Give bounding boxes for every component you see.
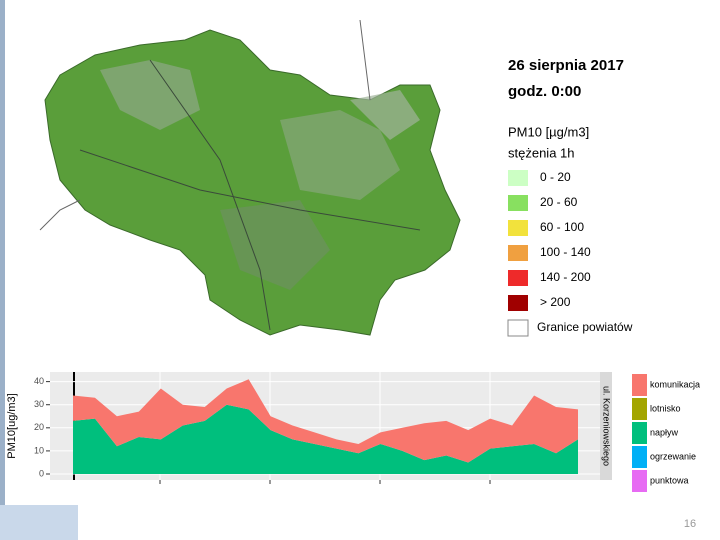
map-date: 26 sierpnia 2017 xyxy=(508,57,624,74)
area xyxy=(73,379,578,463)
map-legend-label: 140 - 200 xyxy=(540,270,591,284)
legend-key xyxy=(632,422,647,444)
left-edge xyxy=(0,0,5,540)
map-legend-label: 100 - 140 xyxy=(540,245,591,259)
map-hour: godz. 0:00 xyxy=(508,83,581,100)
map-legend-key xyxy=(508,195,528,211)
map-patch xyxy=(350,90,420,140)
legend-key xyxy=(632,398,647,420)
y-tick-label: 0 xyxy=(39,468,44,478)
legend-label: ogrzewanie xyxy=(650,451,696,461)
strip-label: ul. Korzeniowskiego xyxy=(602,386,612,466)
map-unit: PM10 [µg/m3] xyxy=(508,124,589,139)
legend-label: komunikacja xyxy=(650,379,700,389)
map-patch xyxy=(220,200,330,290)
map-legend-label: > 200 xyxy=(540,295,571,309)
strip xyxy=(600,372,612,480)
legend-label: napływ xyxy=(650,427,679,437)
map-subtitle: stężenia 1h xyxy=(508,145,575,160)
map-legend-label: 0 - 20 xyxy=(540,170,571,184)
y-tick-label: 30 xyxy=(34,399,44,409)
y-tick-label: 40 xyxy=(34,376,44,386)
legend-label: lotnisko xyxy=(650,403,681,413)
map-patch xyxy=(100,60,200,130)
map-road xyxy=(359,19,371,101)
page-number: 16 xyxy=(684,518,696,530)
map-legend-key xyxy=(508,170,528,186)
map-patch xyxy=(280,110,400,200)
legend-key xyxy=(632,470,647,492)
map-legend-key xyxy=(508,295,528,311)
map xyxy=(39,19,461,336)
map-legend-key xyxy=(508,270,528,286)
area xyxy=(73,404,578,474)
legend-key xyxy=(632,446,647,468)
y-tick-label: 20 xyxy=(34,422,44,432)
map-road xyxy=(79,149,421,231)
map-legend-label: Granice powiatów xyxy=(537,320,633,334)
map-legend-key xyxy=(508,245,528,261)
map-legend-label: 60 - 100 xyxy=(540,220,584,234)
y-axis-label: PM10[ug/m3] xyxy=(6,393,18,458)
map-legend-label: 20 - 60 xyxy=(540,195,578,209)
legend-key xyxy=(632,374,647,396)
map-legend-key xyxy=(508,220,528,236)
map-road xyxy=(149,59,271,331)
y-tick-label: 10 xyxy=(34,445,44,455)
map-legend-key xyxy=(507,319,529,337)
map-road xyxy=(39,199,81,231)
legend-label: punktowa xyxy=(650,475,689,485)
corner-box xyxy=(0,505,78,540)
